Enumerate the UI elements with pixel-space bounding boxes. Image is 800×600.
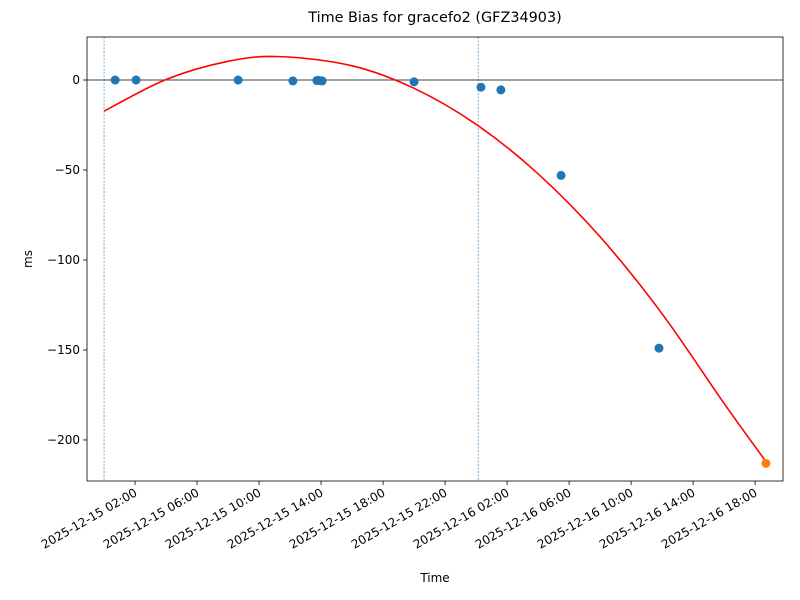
point <box>288 76 298 86</box>
x-axis-label: Time <box>419 571 449 585</box>
y-tick-label: −100 <box>47 253 80 267</box>
chart-title: Time Bias for gracefo2 (GFZ34903) <box>307 10 561 26</box>
point <box>654 343 664 353</box>
point <box>233 75 243 85</box>
y-tick-label: −150 <box>47 343 80 357</box>
y-tick-label: 0 <box>72 73 80 87</box>
point <box>131 75 141 85</box>
point <box>110 75 120 85</box>
point <box>496 85 506 95</box>
y-tick-label: −200 <box>47 433 80 447</box>
plot-frame <box>86 36 784 482</box>
point <box>409 77 419 87</box>
y-tick-label: −50 <box>55 163 80 177</box>
point <box>476 82 486 92</box>
y-axis-label: ms <box>21 250 35 268</box>
point <box>761 458 771 468</box>
fit-line <box>103 55 767 463</box>
point <box>556 170 566 180</box>
point <box>317 76 327 86</box>
